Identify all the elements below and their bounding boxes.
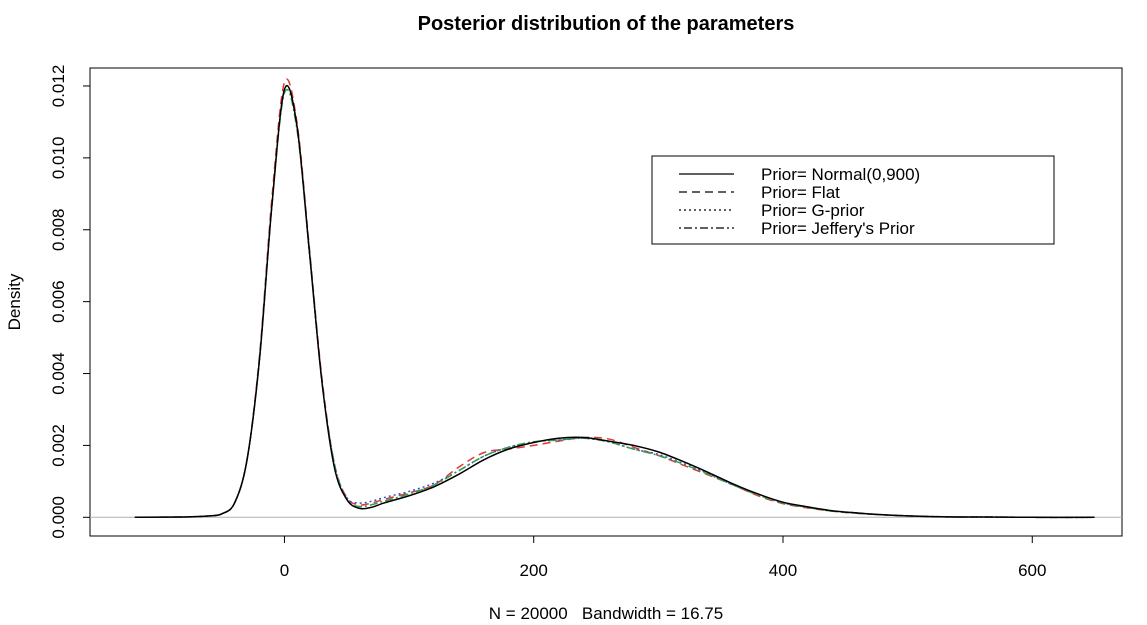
legend-label: Prior= Normal(0,900): [761, 165, 920, 184]
series-line-2: [134, 85, 1095, 519]
x-tick-label: 600: [1018, 561, 1046, 580]
y-tick-label: 0.004: [49, 352, 68, 395]
y-tick-label: 0.010: [49, 137, 68, 180]
legend-label: Prior= G-prior: [761, 201, 865, 220]
x-tick-label: 200: [520, 561, 548, 580]
x-tick-label: 400: [769, 561, 797, 580]
x-axis: 0 200 400 600: [280, 536, 1046, 580]
y-tick-label: 0.006: [49, 280, 68, 323]
x-tick-label: 0: [280, 561, 289, 580]
chart-title: Posterior distribution of the parameters: [418, 13, 795, 35]
series-line-0: [134, 85, 1095, 519]
x-axis-label: N = 20000 Bandwidth = 16.75: [489, 604, 723, 623]
plot-frame: [89, 67, 1123, 537]
legend-label: Prior= Jeffery's Prior: [761, 219, 915, 238]
series-layer: [134, 78, 1095, 519]
legend-label: Prior= Flat: [761, 183, 840, 202]
legend-box: [651, 155, 1055, 245]
series-line-1: [134, 78, 1095, 519]
y-axis: 0.000 0.002 0.004 0.006 0.008 0.010 0.012: [49, 65, 90, 539]
series-line-3: [134, 89, 1095, 519]
y-tick-label: 0.000: [49, 496, 68, 539]
y-tick-label: 0.002: [49, 424, 68, 467]
y-tick-label: 0.008: [49, 208, 68, 251]
y-tick-label: 0.012: [49, 65, 68, 108]
y-axis-label: Density: [5, 273, 24, 330]
